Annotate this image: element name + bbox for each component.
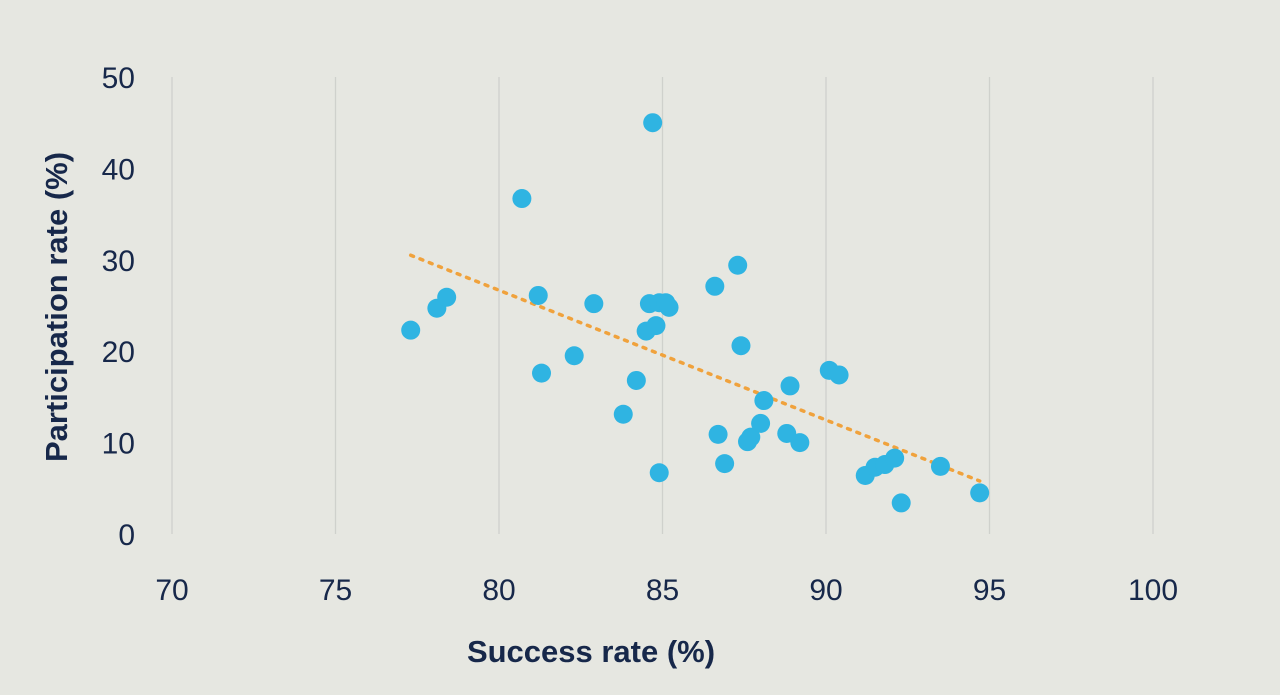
x-tick-label: 80 [482, 574, 515, 607]
data-point-8 [613, 404, 633, 424]
y-tick-label: 40 [102, 153, 135, 186]
y-tick-label: 50 [102, 62, 135, 95]
data-point-26 [754, 391, 774, 411]
data-point-35 [885, 448, 905, 468]
data-point-5 [532, 363, 552, 383]
data-point-3 [512, 189, 532, 209]
data-point-6 [564, 346, 584, 366]
y-tick-label: 0 [118, 519, 135, 552]
data-point-0 [401, 320, 421, 340]
x-tick-label: 70 [155, 574, 188, 607]
data-point-19 [708, 424, 728, 444]
data-point-21 [728, 255, 748, 275]
y-axis-title: Participation rate (%) [39, 152, 74, 462]
data-point-22 [731, 336, 751, 356]
y-axis-ticks: 0 10 20 30 40 50 [102, 62, 135, 552]
data-point-2 [437, 287, 457, 307]
data-point-29 [790, 433, 810, 453]
data-point-9 [626, 370, 646, 390]
data-point-15 [649, 463, 669, 483]
gridlines [171, 77, 1154, 534]
data-point-17 [659, 297, 679, 317]
x-axis-ticks: 70 75 80 85 90 95 100 [155, 574, 1178, 607]
data-point-24 [741, 427, 761, 447]
x-tick-label: 95 [973, 574, 1006, 607]
y-tick-label: 20 [102, 336, 135, 369]
data-point-38 [970, 483, 990, 503]
data-point-20 [715, 454, 735, 474]
y-tick-label: 10 [102, 428, 135, 461]
data-point-4 [528, 285, 548, 305]
x-tick-label: 100 [1128, 574, 1178, 607]
data-point-7 [584, 294, 604, 314]
x-axis-title: Success rate (%) [467, 634, 715, 669]
data-point-12 [643, 113, 663, 133]
trendline [408, 253, 982, 483]
data-point-36 [891, 493, 911, 513]
x-tick-label: 85 [646, 574, 679, 607]
x-tick-label: 90 [809, 574, 842, 607]
data-point-13 [646, 316, 666, 336]
data-point-18 [705, 276, 725, 296]
data-point-31 [829, 365, 849, 385]
y-tick-label: 30 [102, 245, 135, 278]
data-point-28 [780, 376, 800, 396]
data-point-37 [930, 456, 950, 476]
x-tick-label: 75 [319, 574, 352, 607]
data-point-25 [751, 413, 771, 433]
data-points [401, 113, 990, 513]
